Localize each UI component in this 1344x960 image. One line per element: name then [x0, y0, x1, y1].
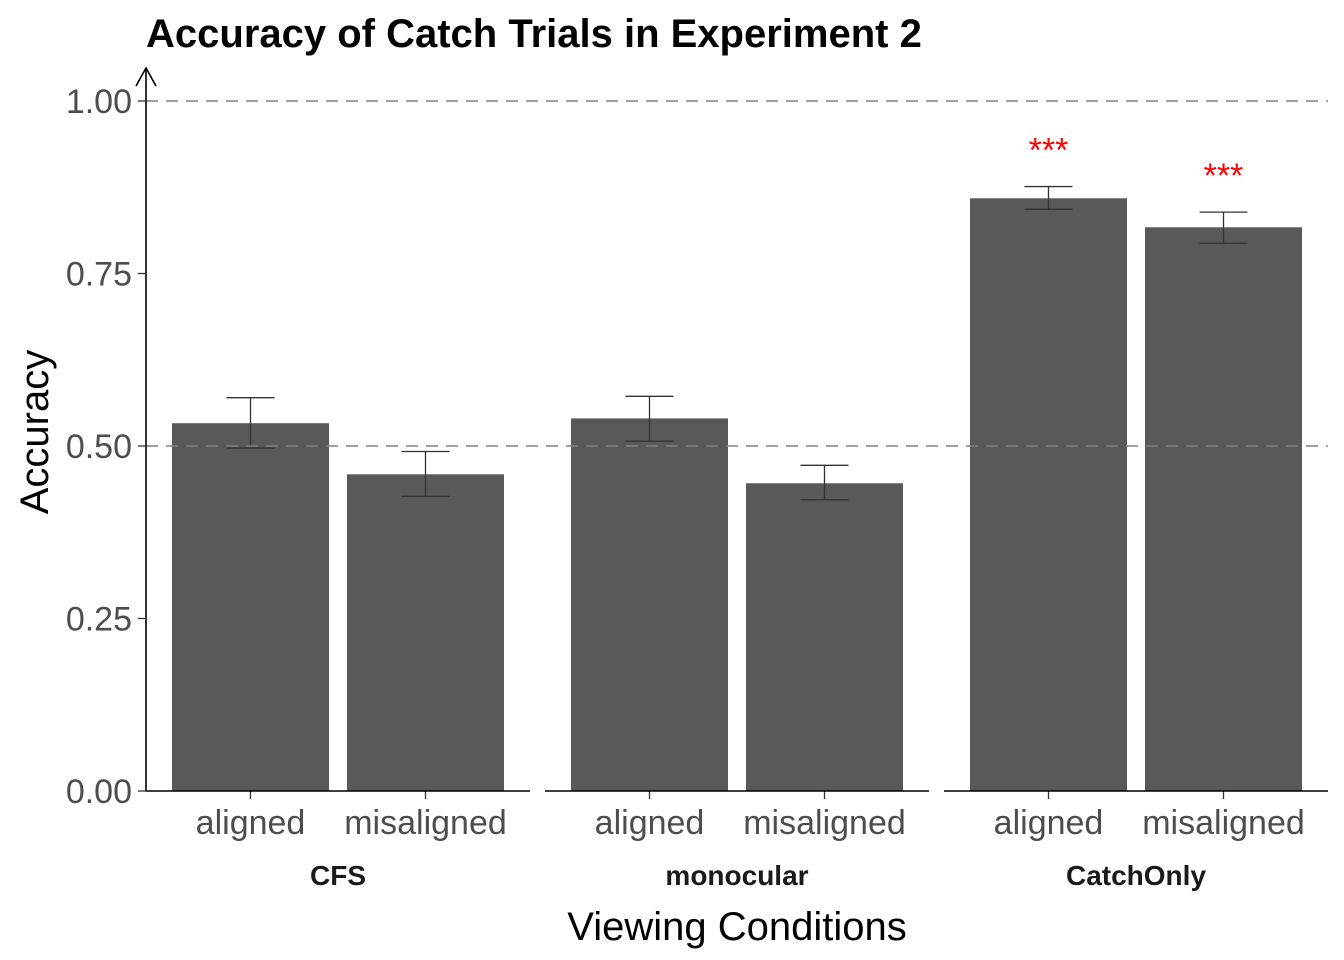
bar	[1145, 227, 1302, 791]
y-axis-title: Accuracy	[13, 350, 57, 515]
bar	[571, 418, 728, 791]
y-tick-label: 0.75	[66, 256, 132, 294]
bar	[970, 198, 1127, 792]
bar	[746, 483, 903, 791]
bar	[347, 474, 504, 791]
y-tick-label: 0.50	[66, 428, 132, 466]
y-axis-arrow-icon	[135, 66, 157, 87]
x-tick-label: misaligned	[344, 804, 507, 842]
y-tick-label: 0.00	[66, 773, 132, 811]
panel-label: CatchOnly	[1066, 860, 1206, 891]
significance-marker: ***	[1029, 132, 1069, 170]
x-tick-label: misaligned	[1142, 804, 1305, 842]
x-tick-label: misaligned	[743, 804, 906, 842]
bar	[172, 423, 329, 791]
panel-label: monocular	[665, 860, 808, 891]
y-tick-label: 0.25	[66, 601, 132, 639]
y-tick-label: 1.00	[66, 83, 132, 121]
x-axis-title: Viewing Conditions	[567, 905, 906, 949]
chart-title: Accuracy of Catch Trials in Experiment 2	[146, 12, 922, 56]
panel-label: CFS	[310, 860, 366, 891]
x-tick-label: aligned	[196, 804, 306, 842]
x-tick-label: aligned	[994, 804, 1104, 842]
significance-marker: ***	[1204, 157, 1244, 195]
x-tick-label: aligned	[595, 804, 705, 842]
